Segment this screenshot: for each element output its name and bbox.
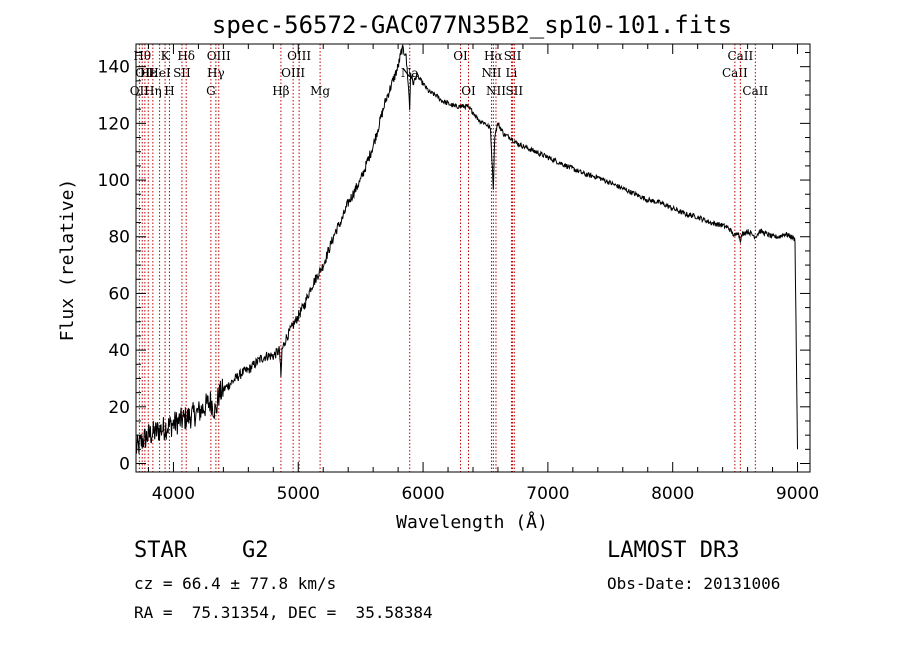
line-marker-label: SII <box>173 66 191 80</box>
y-tick-label: 20 <box>108 398 130 418</box>
chart-title: spec-56572-GAC077N35B2_sp10-101.fits <box>212 11 732 39</box>
line-marker-label: NII <box>486 84 506 98</box>
y-axis-label: Flux (relative) <box>57 179 78 342</box>
y-tick-label: 0 <box>119 454 130 474</box>
survey-name: LAMOST DR3 <box>607 538 740 563</box>
line-marker-label: Mg <box>310 84 330 98</box>
line-marker-label: OI <box>461 84 476 98</box>
line-marker-label: SII <box>504 49 522 63</box>
line-marker-label: OII <box>130 84 150 98</box>
line-marker-label: OIII <box>287 49 311 63</box>
y-tick-label: 80 <box>108 228 130 248</box>
axis-ticks: 4000 5000 6000 7000 8000 9000 0 20 40 60 80 100 120 1… <box>98 44 819 504</box>
obs-date: Obs-Date: 20131006 <box>607 574 781 593</box>
line-marker-label: CaII <box>742 84 768 98</box>
x-tick-label: 7000 <box>526 484 569 504</box>
line-marker-label: Hα <box>484 49 503 63</box>
line-marker-label: HeI <box>148 66 171 80</box>
line-marker-label: Hγ <box>207 66 225 80</box>
line-marker-label: SII <box>505 84 523 98</box>
line-marker-label: Li <box>506 66 518 80</box>
y-tick-label: 60 <box>108 284 130 304</box>
line-marker-label: Hδ <box>177 49 195 63</box>
y-tick-label: 40 <box>108 341 130 361</box>
line-marker-label: K <box>161 49 171 63</box>
y-tick-label: 140 <box>98 58 130 78</box>
spectrum-line <box>135 44 798 454</box>
x-tick-label: 4000 <box>152 484 195 504</box>
x-axis-label: Wavelength (Å) <box>396 511 548 533</box>
y-tick-label: 100 <box>98 171 130 191</box>
object-subclass: G2 <box>242 538 269 563</box>
line-marker-label: Na <box>401 66 419 80</box>
line-marker-label: OII <box>135 66 155 80</box>
coordinates: RA = 75.31354, DEC = 35.58384 <box>134 603 433 622</box>
line-marker-label: OIII <box>207 49 231 63</box>
x-tick-label: 8000 <box>651 484 694 504</box>
plot-frame <box>135 43 811 473</box>
x-tick-label: 9000 <box>776 484 819 504</box>
line-marker-label: NII <box>481 66 501 80</box>
y-tick-label: 120 <box>98 114 130 134</box>
line-marker-label: Hβ <box>272 84 289 98</box>
object-class: STAR <box>134 538 187 563</box>
line-marker-label: CaII <box>722 66 748 80</box>
line-marker-label: G <box>206 84 216 98</box>
line-marker-label: Hη <box>144 84 162 98</box>
line-marker-label: CaII <box>727 49 753 63</box>
line-markers: HθOIIOIIHεHηHeIKHSIIHδGHγOIIIHβOIIIOIIIM… <box>130 44 768 472</box>
line-marker-label: OIII <box>281 66 305 80</box>
redshift-cz: cz = 66.4 ± 77.8 km/s <box>134 574 337 593</box>
x-tick-label: 5000 <box>277 484 320 504</box>
x-tick-label: 6000 <box>401 484 444 504</box>
line-marker-label: OI <box>453 49 468 63</box>
line-marker-label: H <box>164 84 174 98</box>
